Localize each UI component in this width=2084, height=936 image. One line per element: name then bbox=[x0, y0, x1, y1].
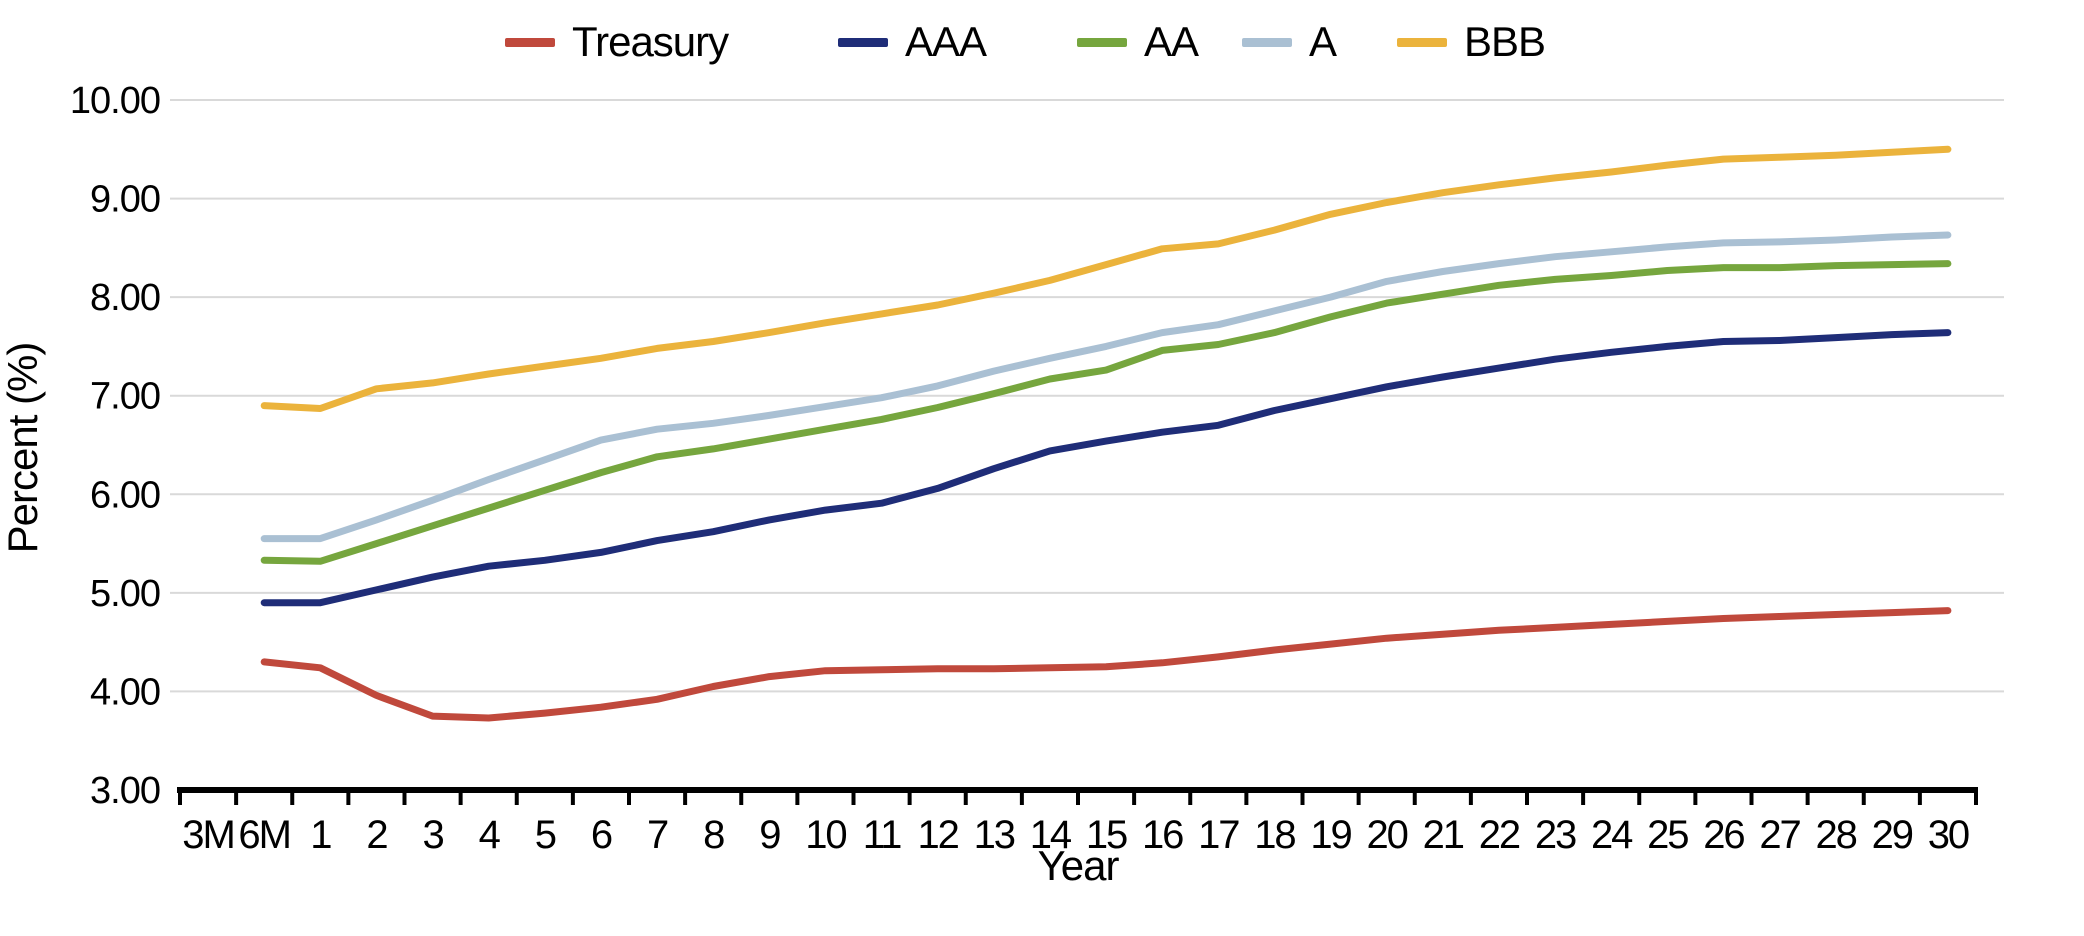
x-tick-label-28: 28 bbox=[1815, 813, 1856, 857]
legend-item-aaa: AAA bbox=[838, 18, 987, 66]
x-tick-label-6: 6 bbox=[591, 813, 612, 857]
y-tick-label-5.00: 5.00 bbox=[90, 573, 160, 615]
x-tick-label-3M: 3M bbox=[182, 813, 234, 857]
x-tick-label-23: 23 bbox=[1535, 813, 1576, 857]
y-tick-label-6.00: 6.00 bbox=[90, 474, 160, 516]
x-tick-label-26: 26 bbox=[1703, 813, 1744, 857]
x-tick-label-11: 11 bbox=[863, 813, 901, 857]
x-tick-label-20: 20 bbox=[1366, 813, 1407, 857]
x-tick-label-2: 2 bbox=[366, 813, 387, 857]
legend-label-aa: AA bbox=[1144, 18, 1199, 65]
x-tick-label-8: 8 bbox=[703, 813, 724, 857]
legend-swatch-aa bbox=[1077, 37, 1127, 47]
x-tick-label-25: 25 bbox=[1647, 813, 1688, 857]
x-tick-label-17: 17 bbox=[1198, 813, 1239, 857]
x-tick-label-9: 9 bbox=[759, 813, 780, 857]
x-axis-title: Year bbox=[1037, 842, 1120, 889]
y-tick-label-10.00: 10.00 bbox=[70, 80, 160, 122]
legend-label-a: A bbox=[1309, 18, 1337, 65]
x-tick-label-22: 22 bbox=[1479, 813, 1520, 857]
x-tick-label-3: 3 bbox=[422, 813, 443, 857]
x-tick-label-5: 5 bbox=[535, 813, 556, 857]
x-tick-label-6M: 6M bbox=[238, 813, 290, 857]
y-axis-title: Percent (%) bbox=[0, 342, 46, 554]
y-tick-label-7.00: 7.00 bbox=[90, 376, 160, 418]
legend-swatch-a bbox=[1242, 37, 1292, 47]
x-tick-label-15: 15 bbox=[1086, 813, 1127, 857]
y-tick-label-4.00: 4.00 bbox=[90, 671, 160, 713]
legend-swatch-aaa bbox=[838, 37, 888, 47]
legend-item-treasury: Treasury bbox=[505, 18, 729, 66]
x-tick-label-14: 14 bbox=[1030, 813, 1072, 857]
series-line-bbb bbox=[260, 145, 1952, 412]
legend-item-bbb: BBB bbox=[1397, 18, 1546, 66]
x-tick-label-24: 24 bbox=[1591, 813, 1633, 857]
legend-swatch-treasury bbox=[505, 37, 555, 47]
x-tick-label-19: 19 bbox=[1310, 813, 1351, 857]
x-tick-label-1: 1 bbox=[310, 813, 331, 857]
series-line-a bbox=[260, 231, 1952, 543]
x-tick-label-21: 21 bbox=[1423, 813, 1464, 857]
y-tick-label-8.00: 8.00 bbox=[90, 277, 160, 319]
x-tick-label-7: 7 bbox=[647, 813, 668, 857]
x-tick-label-30: 30 bbox=[1928, 813, 1969, 857]
x-tick-label-27: 27 bbox=[1759, 813, 1800, 857]
legend-item-aa: AA bbox=[1077, 18, 1199, 66]
legend-label-treasury: Treasury bbox=[572, 18, 729, 65]
x-tick-label-16: 16 bbox=[1142, 813, 1183, 857]
x-tick-label-18: 18 bbox=[1254, 813, 1295, 857]
series-line-treasury bbox=[260, 607, 1952, 722]
x-tick-label-12: 12 bbox=[917, 813, 958, 857]
legend-item-a: A bbox=[1242, 18, 1337, 66]
x-tick-label-29: 29 bbox=[1872, 813, 1913, 857]
x-tick-label-4: 4 bbox=[479, 813, 501, 857]
x-tick-label-10: 10 bbox=[805, 813, 846, 857]
y-tick-label-9.00: 9.00 bbox=[90, 179, 160, 221]
x-tick-label-13: 13 bbox=[974, 813, 1015, 857]
legend-label-bbb: BBB bbox=[1464, 18, 1546, 65]
series-line-aaa bbox=[260, 329, 1952, 607]
legend-label-aaa: AAA bbox=[905, 18, 987, 65]
legend-swatch-bbb bbox=[1397, 37, 1447, 47]
y-tick-label-3.00: 3.00 bbox=[90, 770, 160, 812]
series-line-aa bbox=[260, 260, 1952, 565]
